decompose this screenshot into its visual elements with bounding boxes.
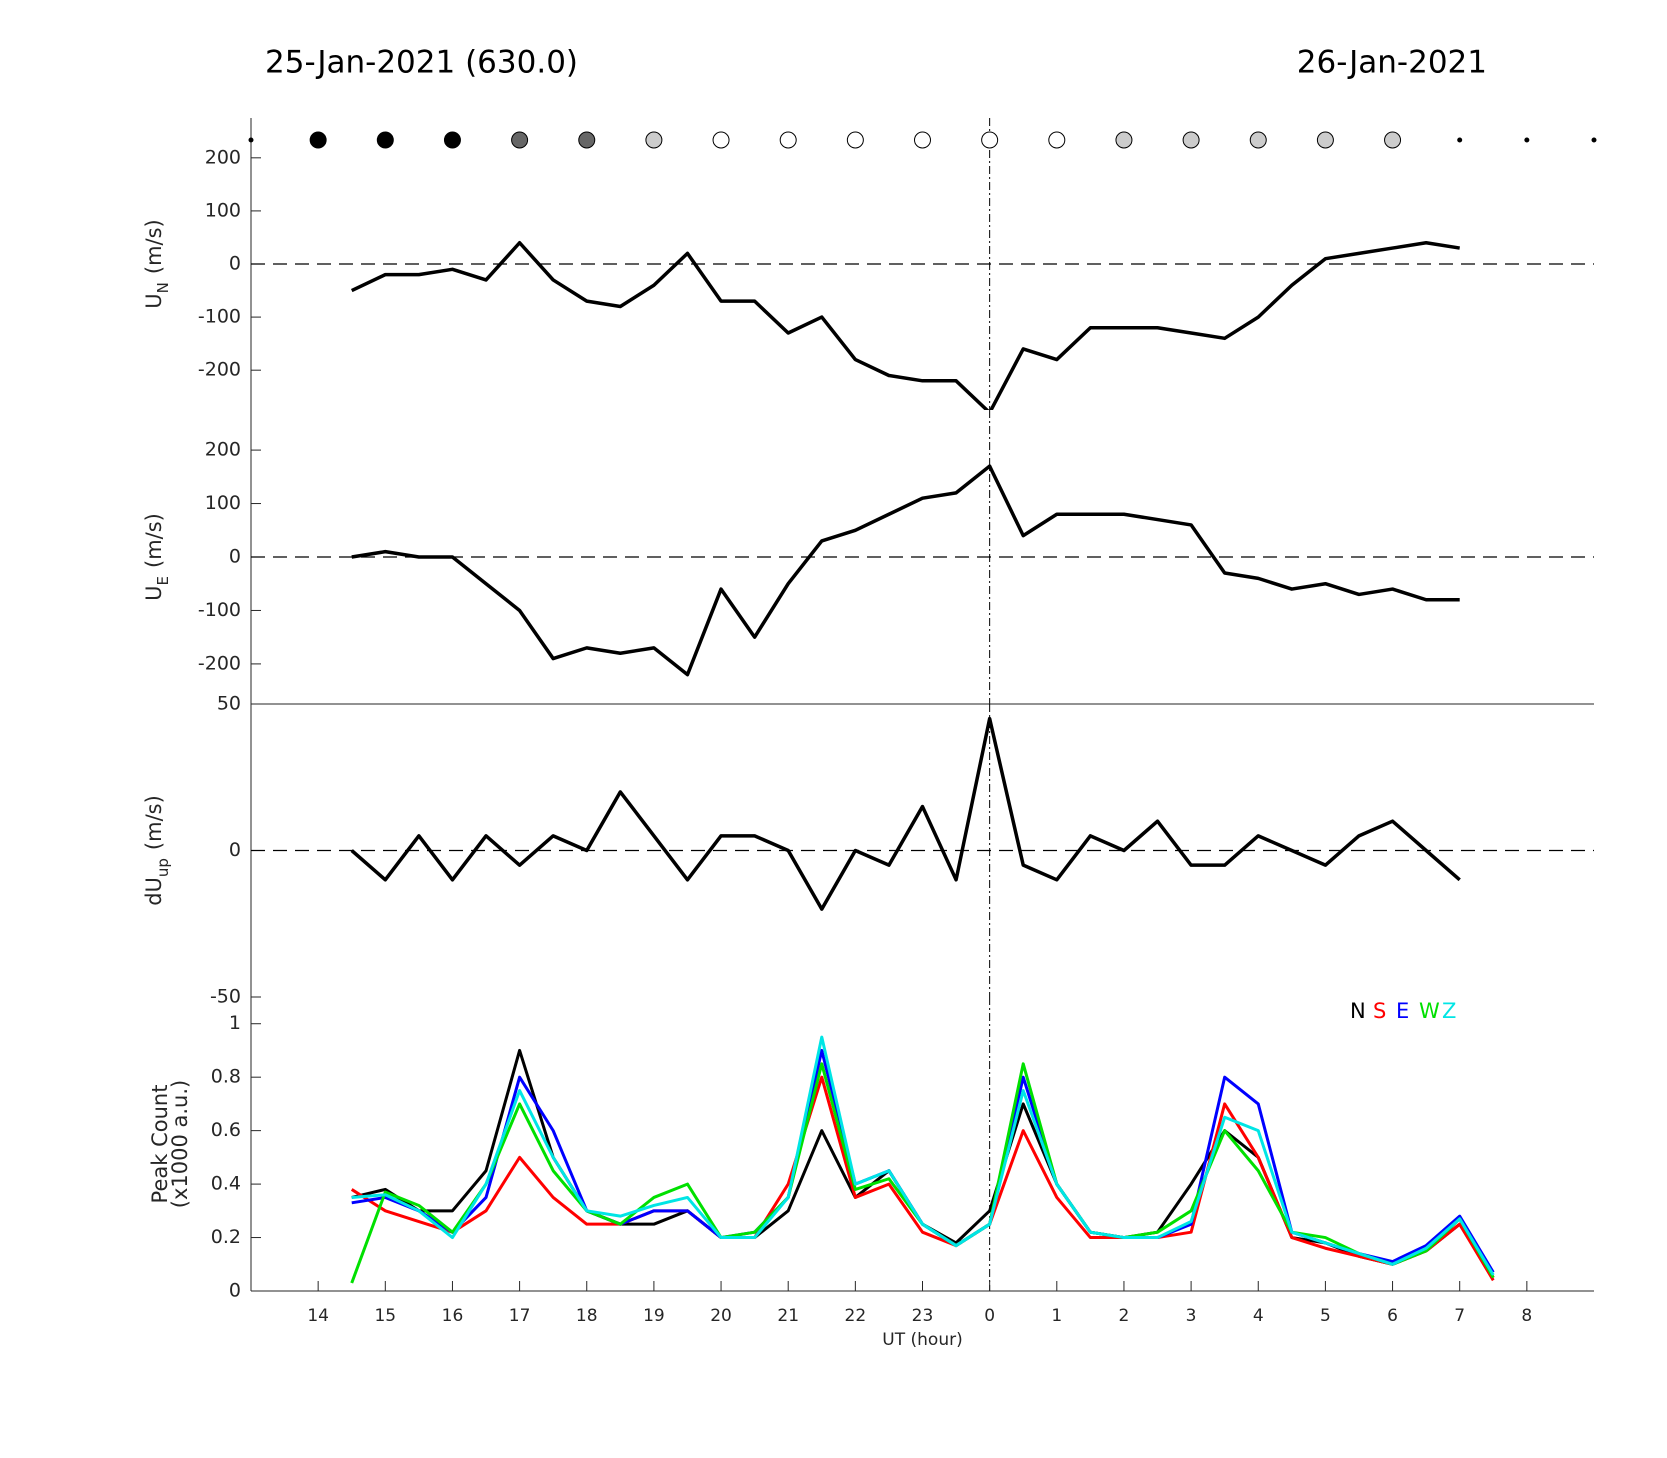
sky-marker bbox=[248, 137, 254, 143]
x-tick-label: 8 bbox=[1521, 1306, 1532, 1326]
y-tick-label: -100 bbox=[198, 599, 241, 621]
x-tick-label: 3 bbox=[1186, 1306, 1197, 1326]
x-label: UT (hour) bbox=[882, 1330, 962, 1350]
y-tick-label: 0 bbox=[229, 546, 241, 568]
series-line bbox=[350, 241, 1460, 410]
sky-marker bbox=[578, 131, 596, 149]
legend-entry: Z bbox=[1442, 999, 1456, 1023]
y-tick-label: 200 bbox=[205, 439, 241, 461]
legend-entry: S bbox=[1373, 999, 1386, 1023]
y-label-sub: N bbox=[154, 282, 172, 293]
y-tick-label: 0.8 bbox=[211, 1066, 241, 1088]
series-group bbox=[350, 1035, 1495, 1284]
x-tick-label: 7 bbox=[1454, 1306, 1465, 1326]
series-group bbox=[350, 241, 1460, 410]
x-tick-label: 23 bbox=[912, 1306, 934, 1326]
y-label-main: U bbox=[142, 585, 166, 600]
series-group bbox=[350, 716, 1461, 911]
sky-marker bbox=[1524, 137, 1530, 143]
x-tick-label: 0 bbox=[984, 1306, 995, 1326]
y-label: Peak Count(x1000 a.u.) bbox=[148, 1080, 192, 1208]
sky-marker bbox=[376, 131, 394, 149]
y-label-unit: (x1000 a.u.) bbox=[168, 1080, 192, 1208]
x-tick-label: 15 bbox=[374, 1306, 396, 1326]
series-line bbox=[350, 716, 1461, 911]
series-line bbox=[350, 1075, 1495, 1282]
x-tick-label: 16 bbox=[442, 1306, 464, 1326]
legend-entry: E bbox=[1396, 999, 1409, 1023]
x-tick-label: 14 bbox=[307, 1306, 329, 1326]
sky-marker bbox=[1384, 131, 1402, 149]
y-label-sub: E bbox=[154, 576, 172, 585]
x-tick-label: 22 bbox=[845, 1306, 867, 1326]
sky-marker bbox=[645, 131, 663, 149]
y-tick-label: 0.4 bbox=[211, 1173, 241, 1195]
x-tick-label: 6 bbox=[1387, 1306, 1398, 1326]
y-label: dUup (m/s) bbox=[142, 795, 172, 906]
y-label-main: Peak Count bbox=[148, 1085, 172, 1204]
x-tick-label: 1 bbox=[1051, 1306, 1062, 1326]
y-tick-label: 0 bbox=[229, 253, 241, 275]
series-group bbox=[351, 464, 1460, 677]
y-tick-label: 0.6 bbox=[211, 1119, 241, 1141]
y-label-main: U bbox=[142, 293, 166, 308]
sky-marker bbox=[511, 131, 529, 149]
left-title: 25-Jan-2021 (630.0) bbox=[265, 45, 578, 81]
sky-marker bbox=[1316, 131, 1334, 149]
sky-marker bbox=[443, 131, 461, 149]
sky-marker bbox=[309, 131, 327, 149]
x-tick-label: 19 bbox=[643, 1306, 665, 1326]
y-label-unit: (m/s) bbox=[142, 219, 166, 274]
sky-marker bbox=[1115, 131, 1133, 149]
sky-marker bbox=[846, 131, 864, 149]
y-tick-label: 200 bbox=[205, 146, 241, 168]
y-tick-label: 0 bbox=[229, 1280, 241, 1302]
y-label-main: dU bbox=[142, 877, 166, 906]
legend-entry: N bbox=[1350, 999, 1366, 1023]
sky-marker bbox=[779, 131, 797, 149]
sky-marker bbox=[1182, 131, 1200, 149]
x-tick-label: 5 bbox=[1320, 1306, 1331, 1326]
y-label-unit: (m/s) bbox=[142, 513, 166, 568]
right-title: 26-Jan-2021 bbox=[1297, 45, 1487, 81]
sky-marker bbox=[1457, 137, 1463, 143]
y-label: UE (m/s) bbox=[142, 513, 172, 601]
series-line bbox=[351, 464, 1460, 677]
y-tick-label: -50 bbox=[210, 986, 241, 1008]
series-line bbox=[351, 1035, 1495, 1276]
y-label: UN (m/s) bbox=[142, 219, 172, 308]
y-tick-label: -200 bbox=[198, 652, 241, 674]
x-tick-label: 4 bbox=[1253, 1306, 1264, 1326]
y-tick-label: 0.2 bbox=[211, 1226, 241, 1248]
sky-marker bbox=[1048, 131, 1066, 149]
y-tick-label: 1 bbox=[229, 1012, 241, 1034]
x-tick-label: 17 bbox=[509, 1306, 531, 1326]
sky-marker bbox=[712, 131, 730, 149]
sky-marker bbox=[1591, 137, 1597, 143]
x-tick-label: 20 bbox=[710, 1306, 732, 1326]
legend-entry: W bbox=[1419, 999, 1440, 1023]
x-tick-label: 2 bbox=[1119, 1306, 1130, 1326]
y-tick-label: 50 bbox=[217, 693, 241, 715]
sky-marker bbox=[914, 131, 931, 149]
sky-marker bbox=[1249, 131, 1267, 149]
y-tick-label: -100 bbox=[198, 306, 241, 328]
y-label-unit: (m/s) bbox=[142, 795, 166, 850]
y-tick-label: -200 bbox=[198, 359, 241, 381]
sky-marker bbox=[981, 131, 999, 149]
x-tick-label: 18 bbox=[576, 1306, 598, 1326]
y-label-sub: up bbox=[154, 858, 172, 877]
y-tick-label: 100 bbox=[205, 492, 241, 514]
y-tick-label: 0 bbox=[229, 839, 241, 861]
x-tick-label: 21 bbox=[777, 1306, 799, 1326]
y-tick-label: 100 bbox=[205, 199, 241, 221]
